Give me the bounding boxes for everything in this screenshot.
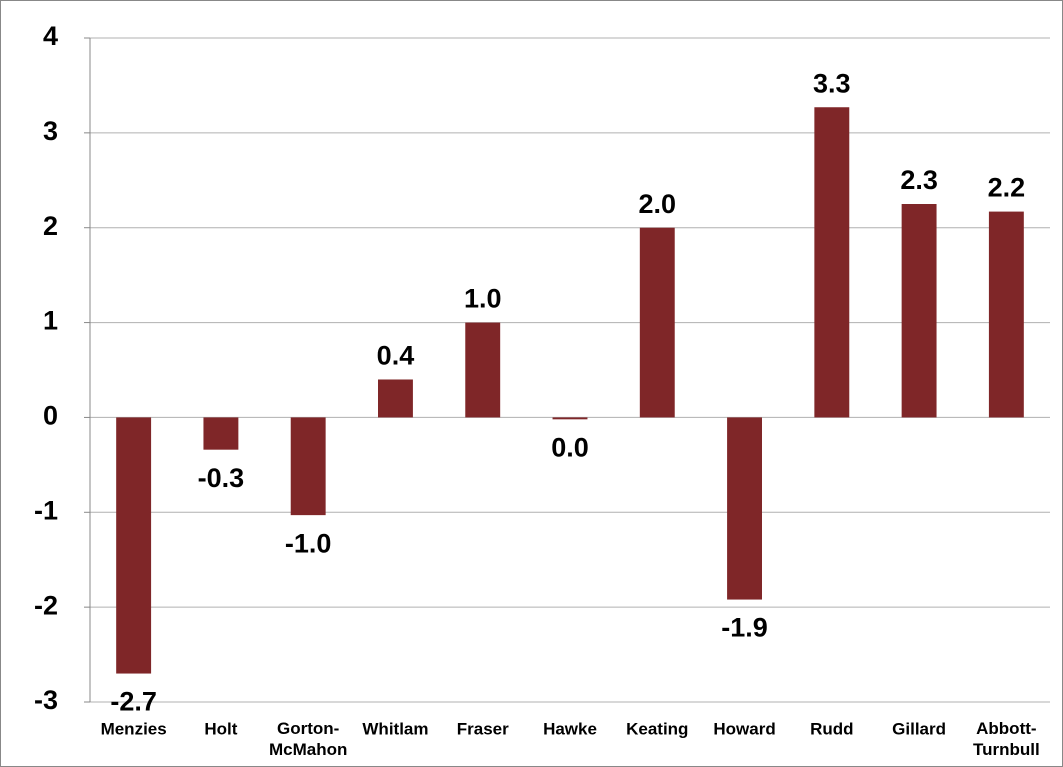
value-label: 3.3 xyxy=(813,68,851,98)
value-label: -0.3 xyxy=(198,463,245,493)
x-tick-label: Fraser xyxy=(457,719,509,738)
bar xyxy=(901,204,937,418)
x-tick-label: Gorton-McMahon xyxy=(269,719,347,759)
x-tick-label: Howard xyxy=(713,719,775,738)
bar xyxy=(552,417,588,420)
x-tick-label: Abbott-Turnbull xyxy=(973,719,1040,759)
bar xyxy=(727,417,762,600)
value-label: 0.4 xyxy=(377,341,415,371)
y-tick-label: 2 xyxy=(43,211,58,241)
bar xyxy=(814,107,850,418)
x-tick-label: Whitlam xyxy=(362,719,428,738)
y-tick-label: -3 xyxy=(34,685,58,715)
y-tick-label: 3 xyxy=(43,116,58,146)
x-tick-label: Hawke xyxy=(543,719,597,738)
value-label: 2.0 xyxy=(638,189,676,219)
y-tick-label: 1 xyxy=(43,306,58,336)
value-label: 1.0 xyxy=(464,284,502,314)
value-label: -1.9 xyxy=(721,613,768,643)
x-tick-label: Gillard xyxy=(892,719,946,738)
x-tick-label: Menzies xyxy=(101,719,167,738)
bar xyxy=(290,417,326,516)
bar xyxy=(988,211,1024,418)
value-label: 2.2 xyxy=(988,173,1026,203)
value-label: 2.3 xyxy=(900,165,938,195)
bar xyxy=(639,227,675,418)
x-tick-label: Keating xyxy=(626,719,688,738)
x-tick-label: Holt xyxy=(204,719,237,738)
bar xyxy=(465,322,501,418)
value-label: -2.7 xyxy=(110,687,157,717)
value-label: 0.0 xyxy=(551,432,589,462)
bar xyxy=(203,417,239,450)
value-label: -1.0 xyxy=(285,528,332,558)
y-tick-label: -1 xyxy=(34,495,58,525)
y-tick-label: 4 xyxy=(43,21,58,51)
bar xyxy=(116,417,152,674)
y-tick-label: 0 xyxy=(43,401,58,431)
x-tick-label: Rudd xyxy=(810,719,853,738)
bar xyxy=(378,379,413,418)
y-tick-label: -2 xyxy=(34,590,58,620)
